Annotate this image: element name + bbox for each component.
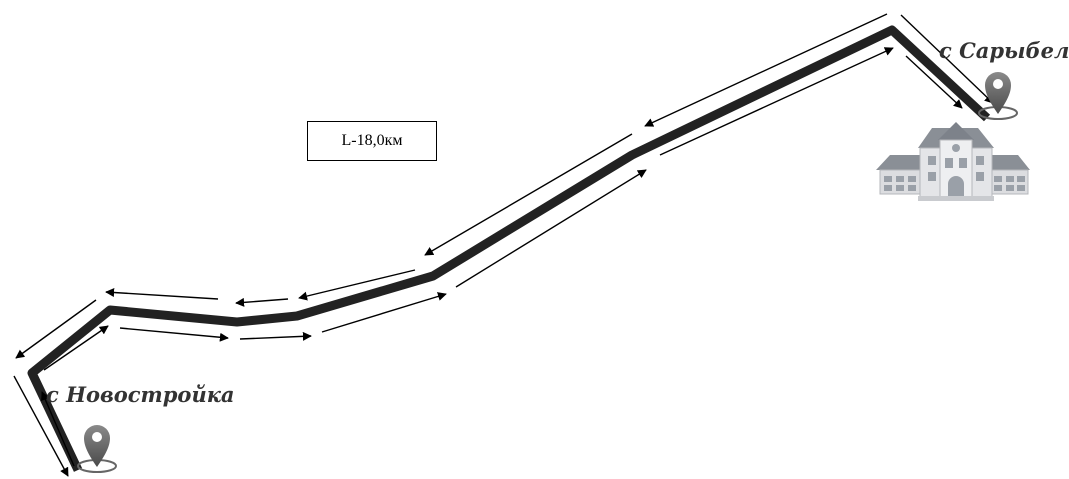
map-pin-icon xyxy=(77,424,117,473)
map-pin-icon xyxy=(978,72,1018,120)
distance-label: L-18,0км xyxy=(307,121,437,161)
start-village-label: с Новостройка xyxy=(46,382,235,407)
road-line xyxy=(27,25,991,472)
end-village-label: с Сарыбел xyxy=(939,38,1069,63)
direction-arrows-inbound xyxy=(41,47,963,467)
direction-arrows-outbound xyxy=(13,13,994,477)
school-building-icon xyxy=(876,122,1030,201)
